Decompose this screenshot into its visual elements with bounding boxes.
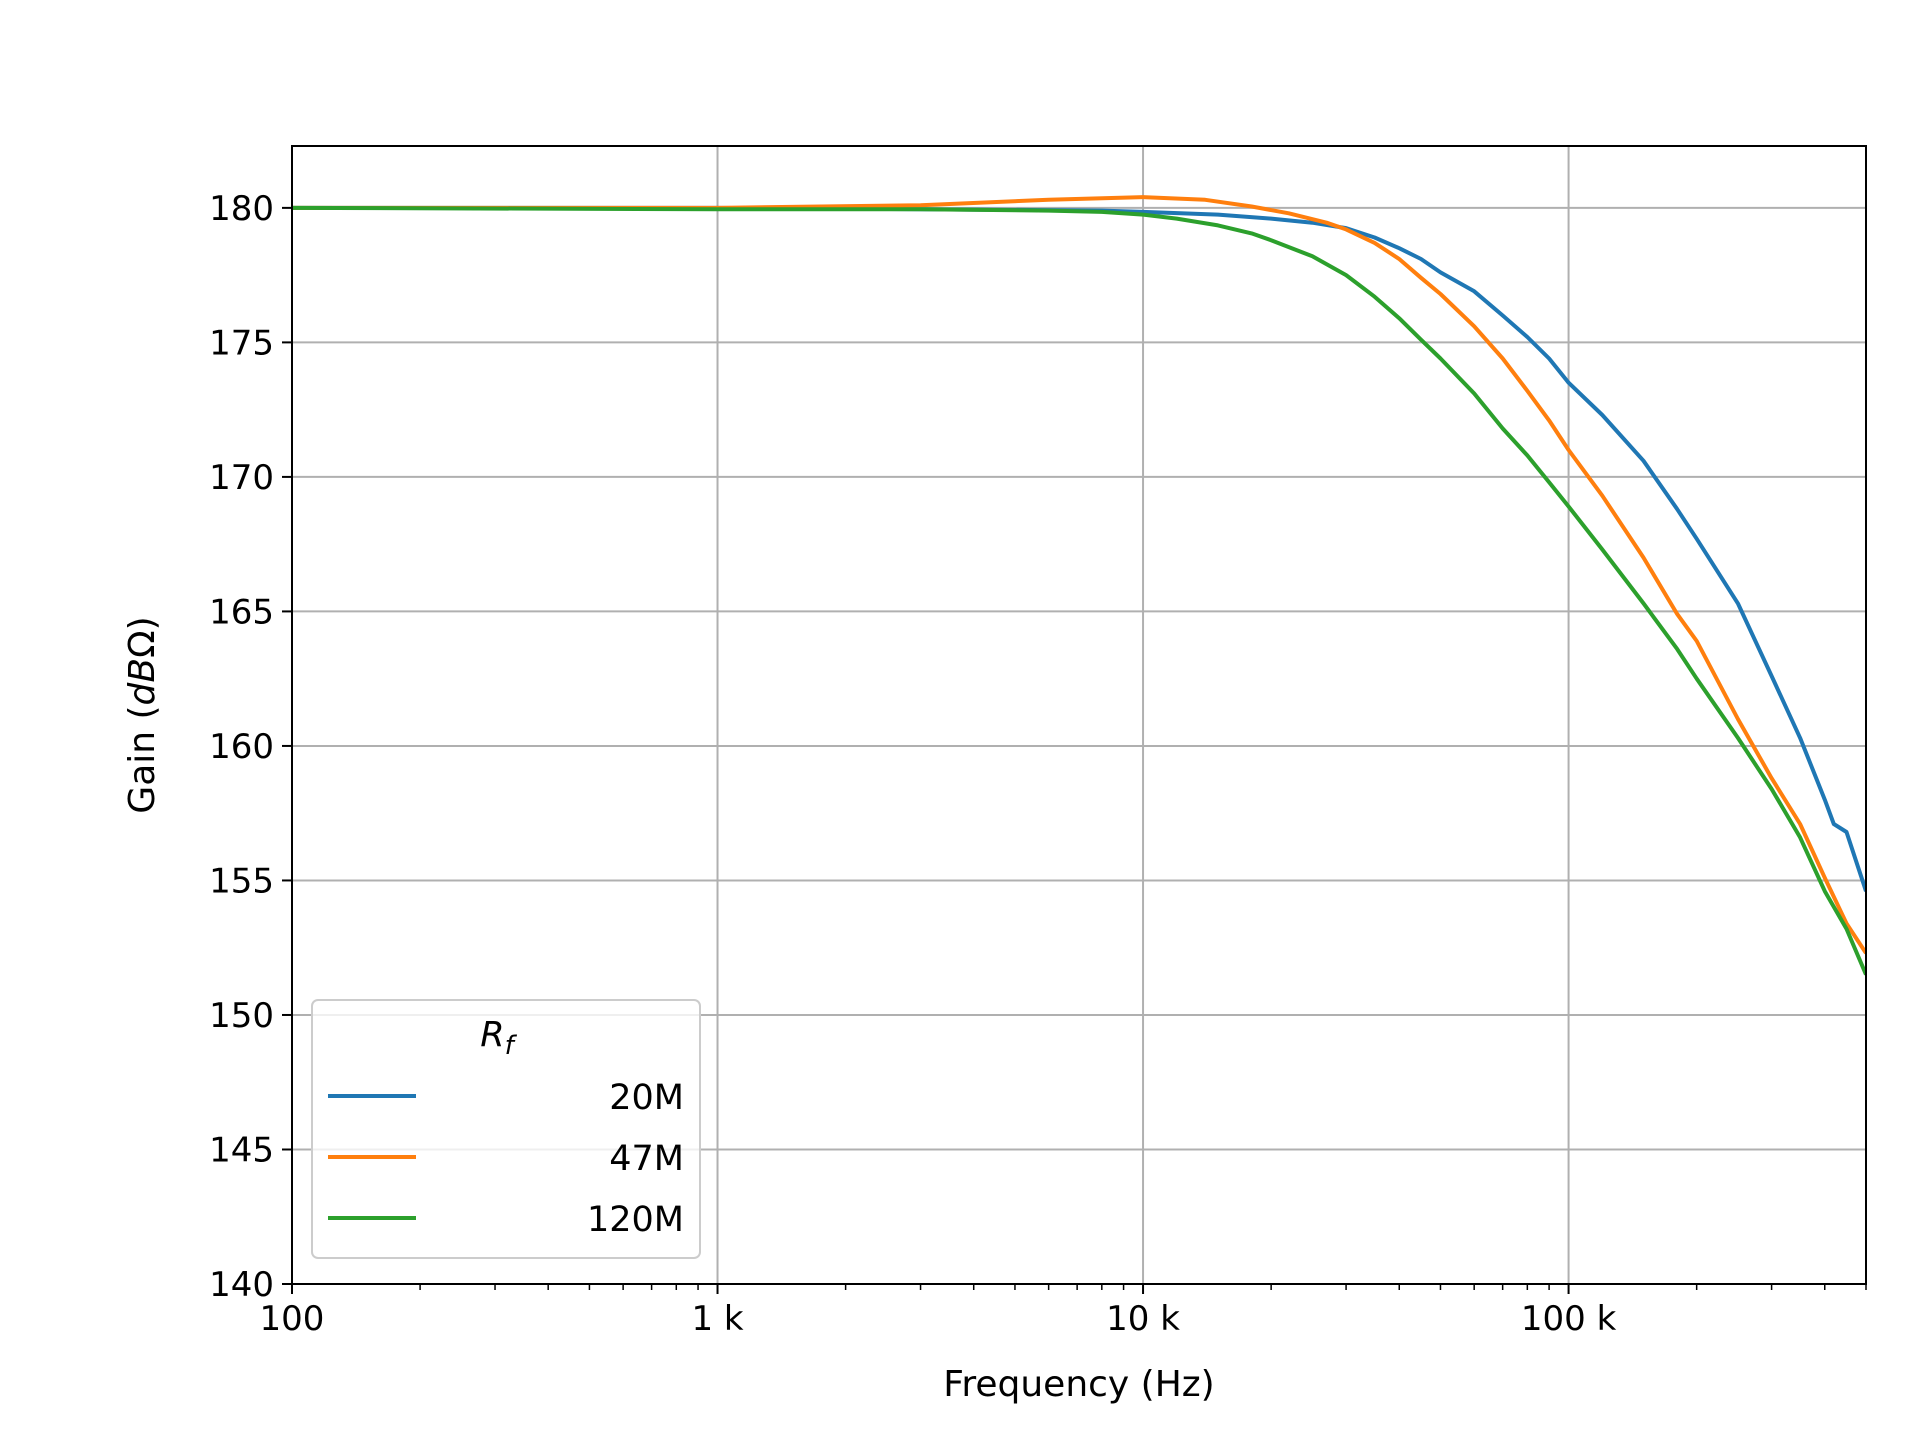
series-lines bbox=[292, 195, 1866, 976]
x-axis-label: Frequency (Hz) bbox=[943, 1364, 1214, 1405]
y-tick-label: 140 bbox=[209, 1265, 274, 1305]
y-tick-label: 145 bbox=[209, 1130, 274, 1170]
legend-box bbox=[311, 999, 701, 1259]
plot-area bbox=[292, 195, 1866, 976]
plot-frame bbox=[291, 145, 1867, 1285]
y-tick-label: 180 bbox=[209, 189, 274, 229]
y-tick-label: 170 bbox=[209, 458, 274, 498]
legend-label-47m: 47M bbox=[609, 1139, 684, 1179]
x-tick-label: 1 k bbox=[691, 1299, 743, 1339]
legend-label-120m: 120M bbox=[587, 1200, 684, 1240]
x-tick-label: 100 k bbox=[1521, 1299, 1617, 1339]
series-line-20m bbox=[292, 205, 1866, 892]
axis-ticks: 100 1 k 10 k 100 k 140 145 150 155 160 165 170 175 1… bbox=[209, 189, 1867, 1339]
y-tick-label: 160 bbox=[209, 727, 274, 767]
y-axis-label: Gain (dBΩ) bbox=[122, 616, 163, 813]
x-tick-label: 100 bbox=[260, 1299, 325, 1339]
y-tick-label: 155 bbox=[209, 861, 274, 901]
legend-entries: 20M 47M 120M bbox=[328, 1078, 684, 1240]
y-tick-label: 175 bbox=[209, 323, 274, 363]
series-line-47m bbox=[292, 195, 1866, 955]
series-line-120m bbox=[292, 205, 1866, 976]
y-tick-label: 165 bbox=[209, 592, 274, 632]
x-tick-label: 10 k bbox=[1106, 1299, 1180, 1339]
legend-label-20m: 20M bbox=[609, 1078, 684, 1118]
y-tick-label: 150 bbox=[209, 996, 274, 1036]
